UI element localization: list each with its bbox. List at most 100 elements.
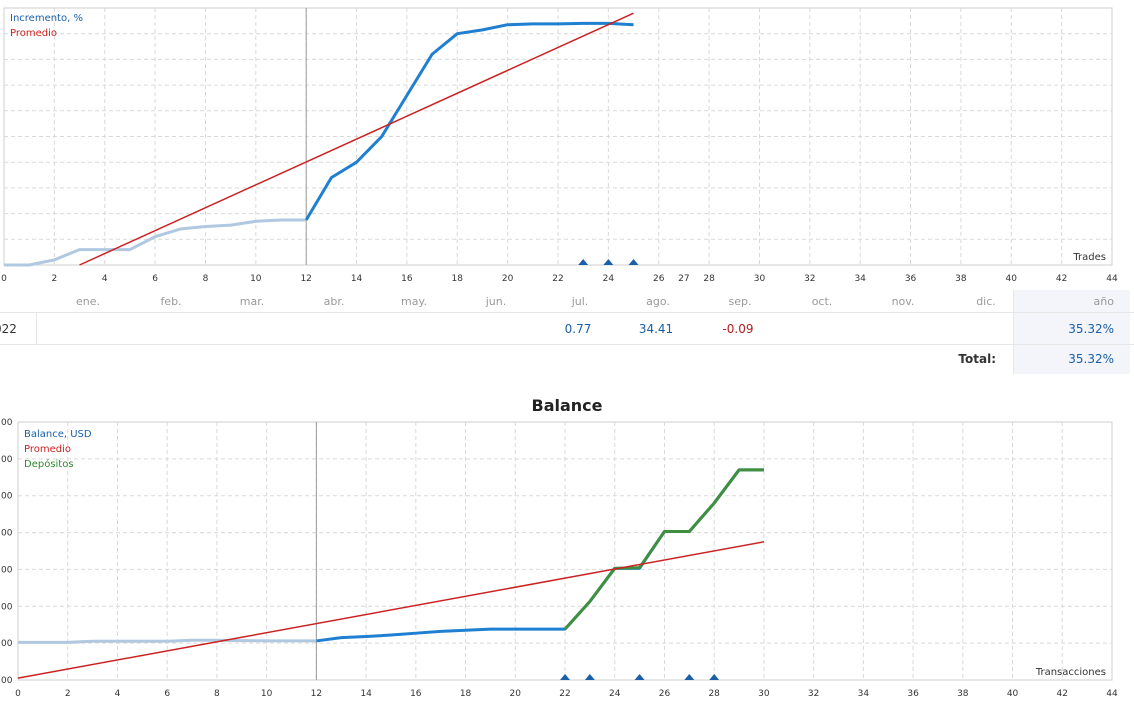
y-tick-label: 00 [1, 602, 13, 612]
balance-chart-title: Balance [531, 396, 603, 415]
x-tick-label: 34 [858, 689, 870, 699]
total-label: Total: [958, 352, 996, 366]
y-tick-label: 00 [1, 676, 13, 686]
year-label: 022 [0, 322, 17, 336]
series-line-history [4, 218, 307, 267]
year-header: año [1093, 295, 1114, 308]
x-tick-label: 4 [115, 689, 121, 699]
x-tick-label: 44 [1106, 689, 1118, 699]
x-tick-label: 24 [603, 274, 615, 284]
month-header-row: ene. feb. mar. abr. may. jun. jul. ago. … [0, 295, 1134, 313]
x-tick-label: 42 [1057, 689, 1068, 699]
month-value-jul: 0.77 [564, 322, 592, 336]
year-row: 0.77 34.41 -0.09 35.32% [0, 322, 1134, 340]
trade-marker [578, 259, 589, 265]
x-tick-label: 10 [250, 274, 262, 284]
x-tick-label: 14 [360, 689, 372, 699]
x-tick-label: 40 [1006, 274, 1018, 284]
x-tick-label: 26 [653, 274, 665, 284]
total-value: 35.32% [1068, 352, 1114, 366]
x-tick-label: 0 [15, 689, 21, 699]
x-tick-label: 36 [905, 274, 917, 284]
y-tick-label: 00 [1, 418, 13, 428]
trade-marker [584, 674, 595, 680]
growth-chart: 0 2 4 6 8 10 12 14 16 18 20 22 24 26 27 28 30 32 34 36 38 40 4… [1, 7, 1118, 284]
month-header: ene. [75, 295, 100, 308]
trade-marker [684, 674, 695, 680]
growth-legend-increment: Incremento, % [10, 13, 83, 24]
x-tick-label: 14 [351, 274, 363, 284]
trade-marker [709, 674, 720, 680]
x-tick-label: 16 [401, 274, 413, 284]
x-tick-label: 12 [300, 274, 311, 284]
x-tick-label: 4 [102, 274, 108, 284]
month-header: nov. [891, 295, 915, 308]
series-line [79, 12, 634, 266]
month-header: sep. [728, 295, 752, 308]
series-line [17, 541, 765, 679]
y-tick-label: 00 [1, 455, 13, 465]
month-header: dic. [976, 295, 996, 308]
x-tick-label: 8 [214, 689, 220, 699]
growth-trade-markers [578, 259, 639, 265]
balance-legend-average: Promedio [24, 444, 71, 455]
month-header: jun. [485, 295, 507, 308]
month-header: mar. [239, 295, 265, 308]
month-header: ago. [646, 295, 670, 308]
month-header: jul. [571, 295, 589, 308]
growth-grid [4, 8, 1112, 265]
x-tick-label: 26 [659, 689, 671, 699]
x-tick-label: 34 [854, 274, 866, 284]
col-divider [1013, 290, 1014, 374]
x-tick-label: 0 [1, 274, 7, 284]
balance-y-axis: 00 00 00 00 00 00 00 00 [1, 418, 13, 686]
month-value-ago: 34.41 [638, 322, 674, 336]
x-tick-label: 6 [164, 689, 170, 699]
x-tick-label: 2 [51, 274, 57, 284]
year-column-shade [1013, 290, 1130, 374]
x-tick-label: 40 [1007, 689, 1019, 699]
x-tick-label: 10 [261, 689, 273, 699]
x-tick-label: 32 [808, 689, 819, 699]
x-tick-label: 8 [203, 274, 209, 284]
x-tick-label: 36 [907, 689, 919, 699]
x-tick-label: 12 [311, 689, 322, 699]
x-tick-label: 42 [1056, 274, 1067, 284]
year-value: 35.32% [1068, 322, 1114, 336]
x-tick-label: 44 [1106, 274, 1118, 284]
x-tick-label: 32 [804, 274, 815, 284]
x-tick-label: 16 [410, 689, 422, 699]
x-tick-label: 24 [609, 689, 621, 699]
y-tick-label: 00 [1, 565, 13, 575]
series-line [563, 468, 764, 631]
growth-x-axis: 0 2 4 6 8 10 12 14 16 18 20 22 24 26 27 28 30 32 34 36 38 40 4… [1, 274, 1118, 284]
row-divider [0, 344, 1134, 345]
x-tick-label: 2 [65, 689, 71, 699]
trade-marker [603, 259, 614, 265]
x-tick-label: 27 [678, 274, 689, 284]
row-divider [0, 312, 1134, 313]
series-line-history [18, 638, 317, 644]
month-header: may. [401, 295, 427, 308]
x-tick-label: 28 [708, 689, 720, 699]
x-tick-label: 38 [955, 274, 967, 284]
growth-legend-average: Promedio [10, 28, 57, 39]
x-tick-label: 18 [452, 274, 464, 284]
x-tick-label: 30 [754, 274, 766, 284]
y-tick-label: 00 [1, 529, 13, 539]
x-tick-label: 20 [502, 274, 514, 284]
month-header: abr. [323, 295, 345, 308]
month-value-sep: -0.09 [722, 322, 754, 336]
y-tick-label: 00 [1, 639, 13, 649]
y-tick-label: 00 [1, 492, 13, 502]
x-tick-label: 22 [552, 274, 563, 284]
balance-x-axis: 0 2 4 6 8 10 12 14 16 18 20 22 24 26 28 30 32 34 36 38 40 42 4… [15, 689, 1118, 699]
x-tick-label: 18 [460, 689, 472, 699]
col-divider [36, 312, 37, 344]
balance-series [17, 468, 765, 679]
x-tick-label: 20 [510, 689, 522, 699]
total-row: Total: 35.32% [0, 352, 1134, 370]
month-header: oct. [811, 295, 833, 308]
x-tick-label: 22 [559, 689, 570, 699]
